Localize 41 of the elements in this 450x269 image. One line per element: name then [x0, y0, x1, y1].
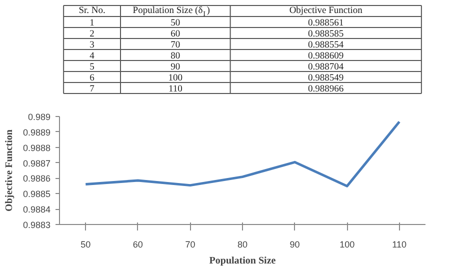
text: 5 — [90, 62, 95, 72]
y-tick-label: 0.9886 — [22, 174, 51, 184]
x-tick-label: 70 — [185, 240, 196, 250]
text: Sr. No. — [78, 6, 106, 16]
text: 0.988609 — [308, 52, 344, 62]
y-tick-label: 0.9885 — [22, 189, 51, 200]
x-tick-label: 110 — [392, 240, 407, 250]
text: 6 — [90, 74, 95, 84]
y-tick-label: 0.9887 — [22, 158, 51, 168]
text: 3 — [90, 40, 95, 50]
text: 2 — [90, 30, 95, 40]
category-label: 80 — [170, 52, 180, 62]
text: 0.988561 — [308, 18, 344, 28]
x-axis-title: Population Size — [209, 256, 276, 266]
text: 1 — [90, 18, 95, 28]
text: 7 — [90, 84, 95, 94]
x-tick-label: 60 — [132, 240, 143, 250]
text: 0.988554 — [308, 40, 344, 50]
x-tick-label: 50 — [80, 240, 91, 250]
category-label: 50 — [170, 18, 180, 28]
y-tick-label: 0.9888 — [22, 142, 51, 153]
category-label: 90 — [170, 62, 180, 72]
text: 0.988966 — [308, 84, 344, 94]
text: 0.988704 — [308, 62, 344, 72]
y-tick-label: 0.989 — [28, 112, 51, 122]
text: 0.988585 — [308, 30, 344, 40]
text: 0.988549 — [308, 74, 344, 84]
text: Objective Function — [289, 6, 363, 16]
category-label: 60 — [170, 30, 180, 40]
text: 4 — [90, 52, 95, 62]
y-tick-label: 0.9884 — [22, 204, 51, 215]
x-tick-label: 80 — [237, 240, 248, 250]
line-series — [84, 120, 401, 188]
category-label: 70 — [170, 40, 180, 50]
y-tick-label: 0.9889 — [22, 127, 51, 138]
y-axis-title: Objective Function — [4, 129, 15, 212]
category-label: 110 — [168, 84, 182, 94]
category-label: 100 — [168, 74, 183, 84]
y-tick-label: 0.9883 — [22, 220, 51, 230]
x-tick-label: 100 — [340, 240, 355, 250]
x-tick-label: 90 — [290, 240, 300, 250]
